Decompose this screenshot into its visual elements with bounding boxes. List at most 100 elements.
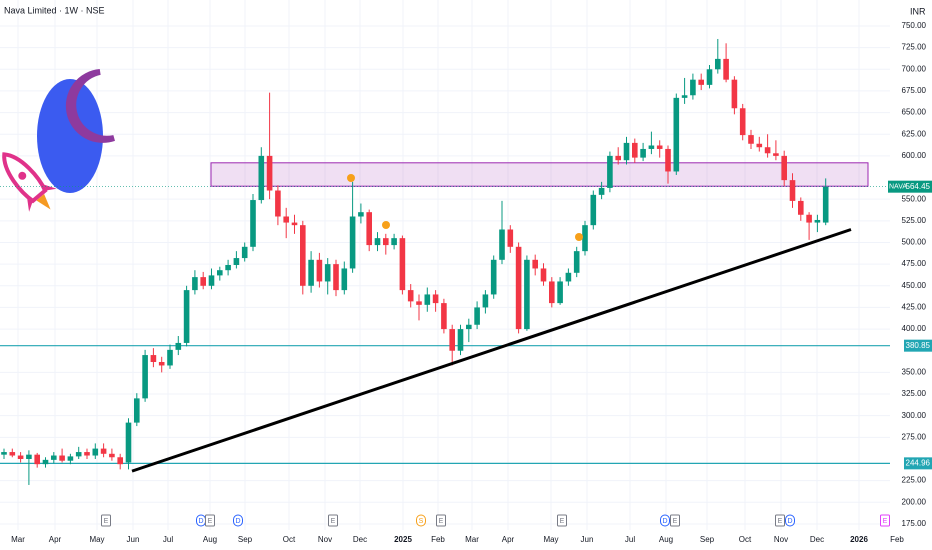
candle-body bbox=[449, 329, 455, 351]
candle-body bbox=[17, 455, 24, 459]
candle-body bbox=[225, 265, 231, 271]
x-tick-label: Jun bbox=[581, 535, 594, 544]
rocket-moon-icon bbox=[2, 69, 115, 212]
x-tick-label: May bbox=[543, 535, 558, 544]
y-tick-label: 475.00 bbox=[902, 259, 927, 268]
event-badge bbox=[101, 514, 111, 527]
y-tick-label: 325.00 bbox=[902, 389, 927, 398]
event-label: E bbox=[208, 518, 213, 525]
candle-body bbox=[374, 238, 381, 246]
candle-body bbox=[690, 79, 696, 96]
candle-body bbox=[67, 456, 74, 461]
event-badge bbox=[660, 514, 670, 527]
candle-body bbox=[715, 58, 721, 70]
x-tick-label: Apr bbox=[49, 535, 62, 544]
candle-body bbox=[241, 246, 248, 259]
candle-body bbox=[324, 264, 331, 282]
rocket bbox=[2, 152, 57, 212]
moon bbox=[65, 69, 115, 143]
trendline bbox=[131, 228, 852, 473]
candle-body bbox=[731, 79, 738, 109]
candle-body bbox=[615, 155, 621, 161]
candle-body bbox=[665, 148, 671, 172]
candle-body bbox=[524, 259, 530, 330]
currency: INR bbox=[910, 6, 926, 16]
x-tick-label: Jul bbox=[625, 535, 635, 544]
candle-body bbox=[515, 246, 522, 330]
x-tick-label: Feb bbox=[431, 535, 445, 544]
x-tick-label: Dec bbox=[810, 535, 824, 544]
candle-body bbox=[275, 190, 281, 217]
grid bbox=[0, 0, 898, 530]
event-badge bbox=[233, 514, 243, 527]
resistance-zone bbox=[210, 162, 869, 187]
candle-body bbox=[822, 186, 829, 223]
x-tick-label: Nov bbox=[318, 535, 332, 544]
y-tick-label: 750.00 bbox=[902, 21, 927, 30]
candle-body bbox=[416, 301, 422, 305]
candle-body bbox=[51, 455, 57, 460]
candle-body bbox=[540, 268, 547, 282]
x-tick-label: 2026 bbox=[850, 535, 868, 544]
candle-body bbox=[142, 355, 148, 399]
candle-body bbox=[258, 155, 265, 201]
x-tick-label: Dec bbox=[353, 535, 367, 544]
candle-body bbox=[565, 272, 572, 282]
y-tick-label: 350.00 bbox=[902, 367, 927, 376]
y-tick-label: 175.00 bbox=[902, 519, 927, 528]
candle-body bbox=[117, 457, 123, 465]
candle-body bbox=[681, 95, 688, 98]
x-tick-label: Sep bbox=[238, 535, 253, 544]
candle-body bbox=[349, 216, 356, 269]
event-label: E bbox=[883, 518, 888, 525]
candle-body bbox=[366, 212, 372, 246]
candle-body bbox=[582, 225, 588, 252]
candle-body bbox=[424, 294, 431, 305]
level-tag bbox=[904, 339, 932, 352]
event-label: D bbox=[235, 518, 240, 525]
candle-body bbox=[407, 290, 414, 302]
event-badge bbox=[557, 514, 567, 527]
candle-body bbox=[167, 349, 173, 366]
y-tick-label: 225.00 bbox=[902, 476, 927, 485]
price-label: 564.45 bbox=[906, 182, 931, 191]
candle-body bbox=[125, 422, 132, 463]
candle-body bbox=[192, 277, 198, 291]
candle-body bbox=[441, 303, 447, 330]
candle-body bbox=[640, 148, 646, 158]
dividend-dot bbox=[382, 221, 390, 229]
candle-body bbox=[341, 268, 348, 291]
candle-body bbox=[549, 281, 555, 304]
candle-body bbox=[84, 452, 90, 456]
candle-body bbox=[75, 452, 82, 457]
candle-body bbox=[391, 238, 397, 246]
planet bbox=[37, 79, 103, 193]
y-tick-label: 700.00 bbox=[902, 64, 927, 73]
candle-body bbox=[291, 222, 298, 226]
candle-body bbox=[573, 251, 580, 273]
candle-body bbox=[1, 452, 7, 455]
candle-body bbox=[100, 448, 107, 454]
event-badge bbox=[670, 514, 680, 527]
candle-body bbox=[266, 155, 273, 191]
candle-body bbox=[358, 212, 364, 217]
candle-body bbox=[648, 145, 655, 149]
candle-body bbox=[632, 142, 638, 158]
event-label: D bbox=[198, 518, 203, 525]
rocket-flame bbox=[36, 194, 51, 210]
candle-body bbox=[158, 361, 165, 366]
x-tick-label: Mar bbox=[465, 535, 479, 544]
axes: 175.00 200.00 225.00 275.00 300.00 325.00 350.… bbox=[11, 21, 932, 544]
x-tick-label: Aug bbox=[203, 535, 217, 544]
candle-body bbox=[34, 454, 40, 465]
candle-body bbox=[499, 229, 505, 260]
dividend-dot bbox=[347, 174, 355, 182]
x-tick-label: Nov bbox=[774, 535, 788, 544]
event-badge bbox=[775, 514, 785, 527]
event-label: E bbox=[104, 518, 109, 525]
candle-body bbox=[806, 214, 812, 223]
x-tick-label: Jul bbox=[163, 535, 173, 544]
